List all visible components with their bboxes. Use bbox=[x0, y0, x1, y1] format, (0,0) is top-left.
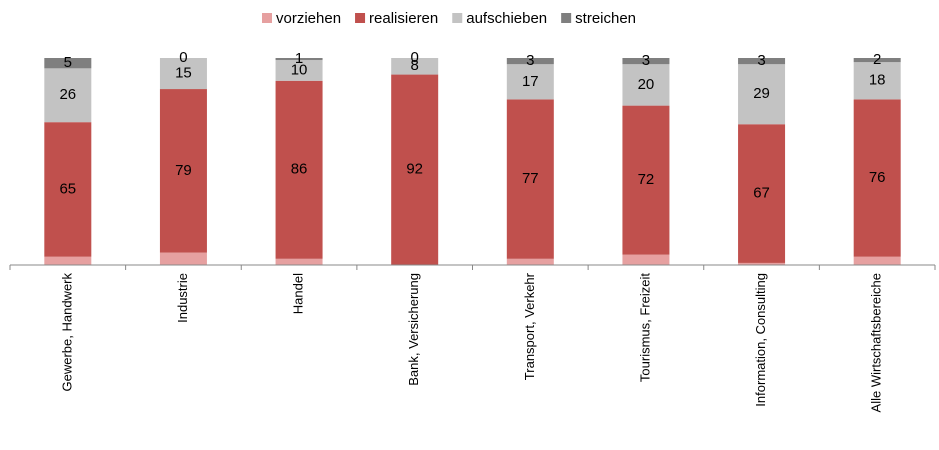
data-label: 3 bbox=[526, 52, 534, 69]
data-label: 29 bbox=[753, 85, 770, 102]
x-tick-label: Industrie bbox=[175, 273, 190, 323]
data-label: 77 bbox=[522, 170, 539, 187]
data-label: 86 bbox=[291, 161, 308, 178]
bar-segment bbox=[44, 122, 92, 257]
data-label: 65 bbox=[59, 180, 76, 197]
data-label: 3 bbox=[757, 52, 765, 69]
legend-label: streichen bbox=[575, 10, 636, 27]
bar-segment bbox=[738, 124, 786, 263]
x-tick-label: Alle Wirtschaftsbereiche bbox=[869, 273, 884, 412]
bar-segment bbox=[275, 80, 323, 259]
data-label: 72 bbox=[638, 171, 655, 188]
data-label: 20 bbox=[638, 76, 655, 93]
data-label: 17 bbox=[522, 73, 539, 90]
bar-segment bbox=[159, 252, 207, 265]
legend-swatch bbox=[561, 13, 572, 23]
legend-swatch bbox=[355, 13, 366, 23]
legend-label: vorziehen bbox=[276, 10, 341, 27]
bar-segment bbox=[506, 258, 554, 265]
data-label: 26 bbox=[59, 86, 76, 103]
bar-segment bbox=[853, 58, 901, 63]
legend-label: realisieren bbox=[369, 10, 438, 27]
bar-segment bbox=[44, 256, 92, 265]
bar-segment bbox=[159, 58, 207, 90]
data-label: 15 bbox=[175, 64, 192, 81]
data-label: 0 bbox=[411, 49, 419, 66]
data-label: 92 bbox=[406, 161, 423, 178]
x-tick-label: Bank, Versicherung bbox=[406, 273, 421, 386]
bar-segment bbox=[622, 64, 670, 106]
bar-segment bbox=[622, 58, 670, 65]
x-tick-label: Tourismus, Freizeit bbox=[637, 273, 652, 382]
bar-segment bbox=[44, 58, 92, 69]
bar-segment bbox=[275, 58, 323, 61]
bar-segment bbox=[159, 89, 207, 253]
bar-segment bbox=[738, 64, 786, 125]
bar-segment bbox=[738, 262, 786, 265]
bar-segment bbox=[275, 258, 323, 265]
bar-segment bbox=[391, 58, 439, 75]
data-label: 1 bbox=[295, 50, 303, 67]
legend-swatch bbox=[452, 13, 463, 23]
x-tick-label: Information, Consulting bbox=[753, 273, 768, 407]
data-label: 67 bbox=[753, 185, 770, 202]
x-tick-label: Transport, Verkehr bbox=[522, 272, 537, 380]
bar-segment bbox=[622, 254, 670, 265]
legend-swatch bbox=[262, 13, 272, 23]
data-label: 76 bbox=[869, 169, 886, 186]
bar-segment bbox=[853, 256, 901, 265]
data-label: 0 bbox=[179, 49, 187, 66]
data-label: 79 bbox=[175, 162, 192, 179]
legend-label: aufschieben bbox=[466, 10, 547, 27]
bar-segment bbox=[506, 64, 554, 100]
data-label: 3 bbox=[642, 52, 650, 69]
x-tick-label: Gewerbe, Handwerk bbox=[59, 273, 74, 392]
bar-segment bbox=[44, 68, 92, 123]
data-label: 5 bbox=[64, 54, 72, 71]
bar-segment bbox=[275, 60, 323, 81]
data-label: 10 bbox=[291, 61, 308, 78]
data-label: 18 bbox=[869, 72, 886, 89]
bar-segment bbox=[391, 74, 439, 265]
data-label: 2 bbox=[873, 51, 881, 68]
data-label: 8 bbox=[411, 57, 419, 74]
bar-segment bbox=[506, 99, 554, 259]
bar-segment bbox=[853, 99, 901, 257]
x-tick-label: Handel bbox=[291, 273, 306, 314]
bar-segment bbox=[506, 58, 554, 65]
bar-segment bbox=[622, 105, 670, 255]
bar-segment bbox=[853, 62, 901, 100]
bar-segment bbox=[738, 58, 786, 65]
